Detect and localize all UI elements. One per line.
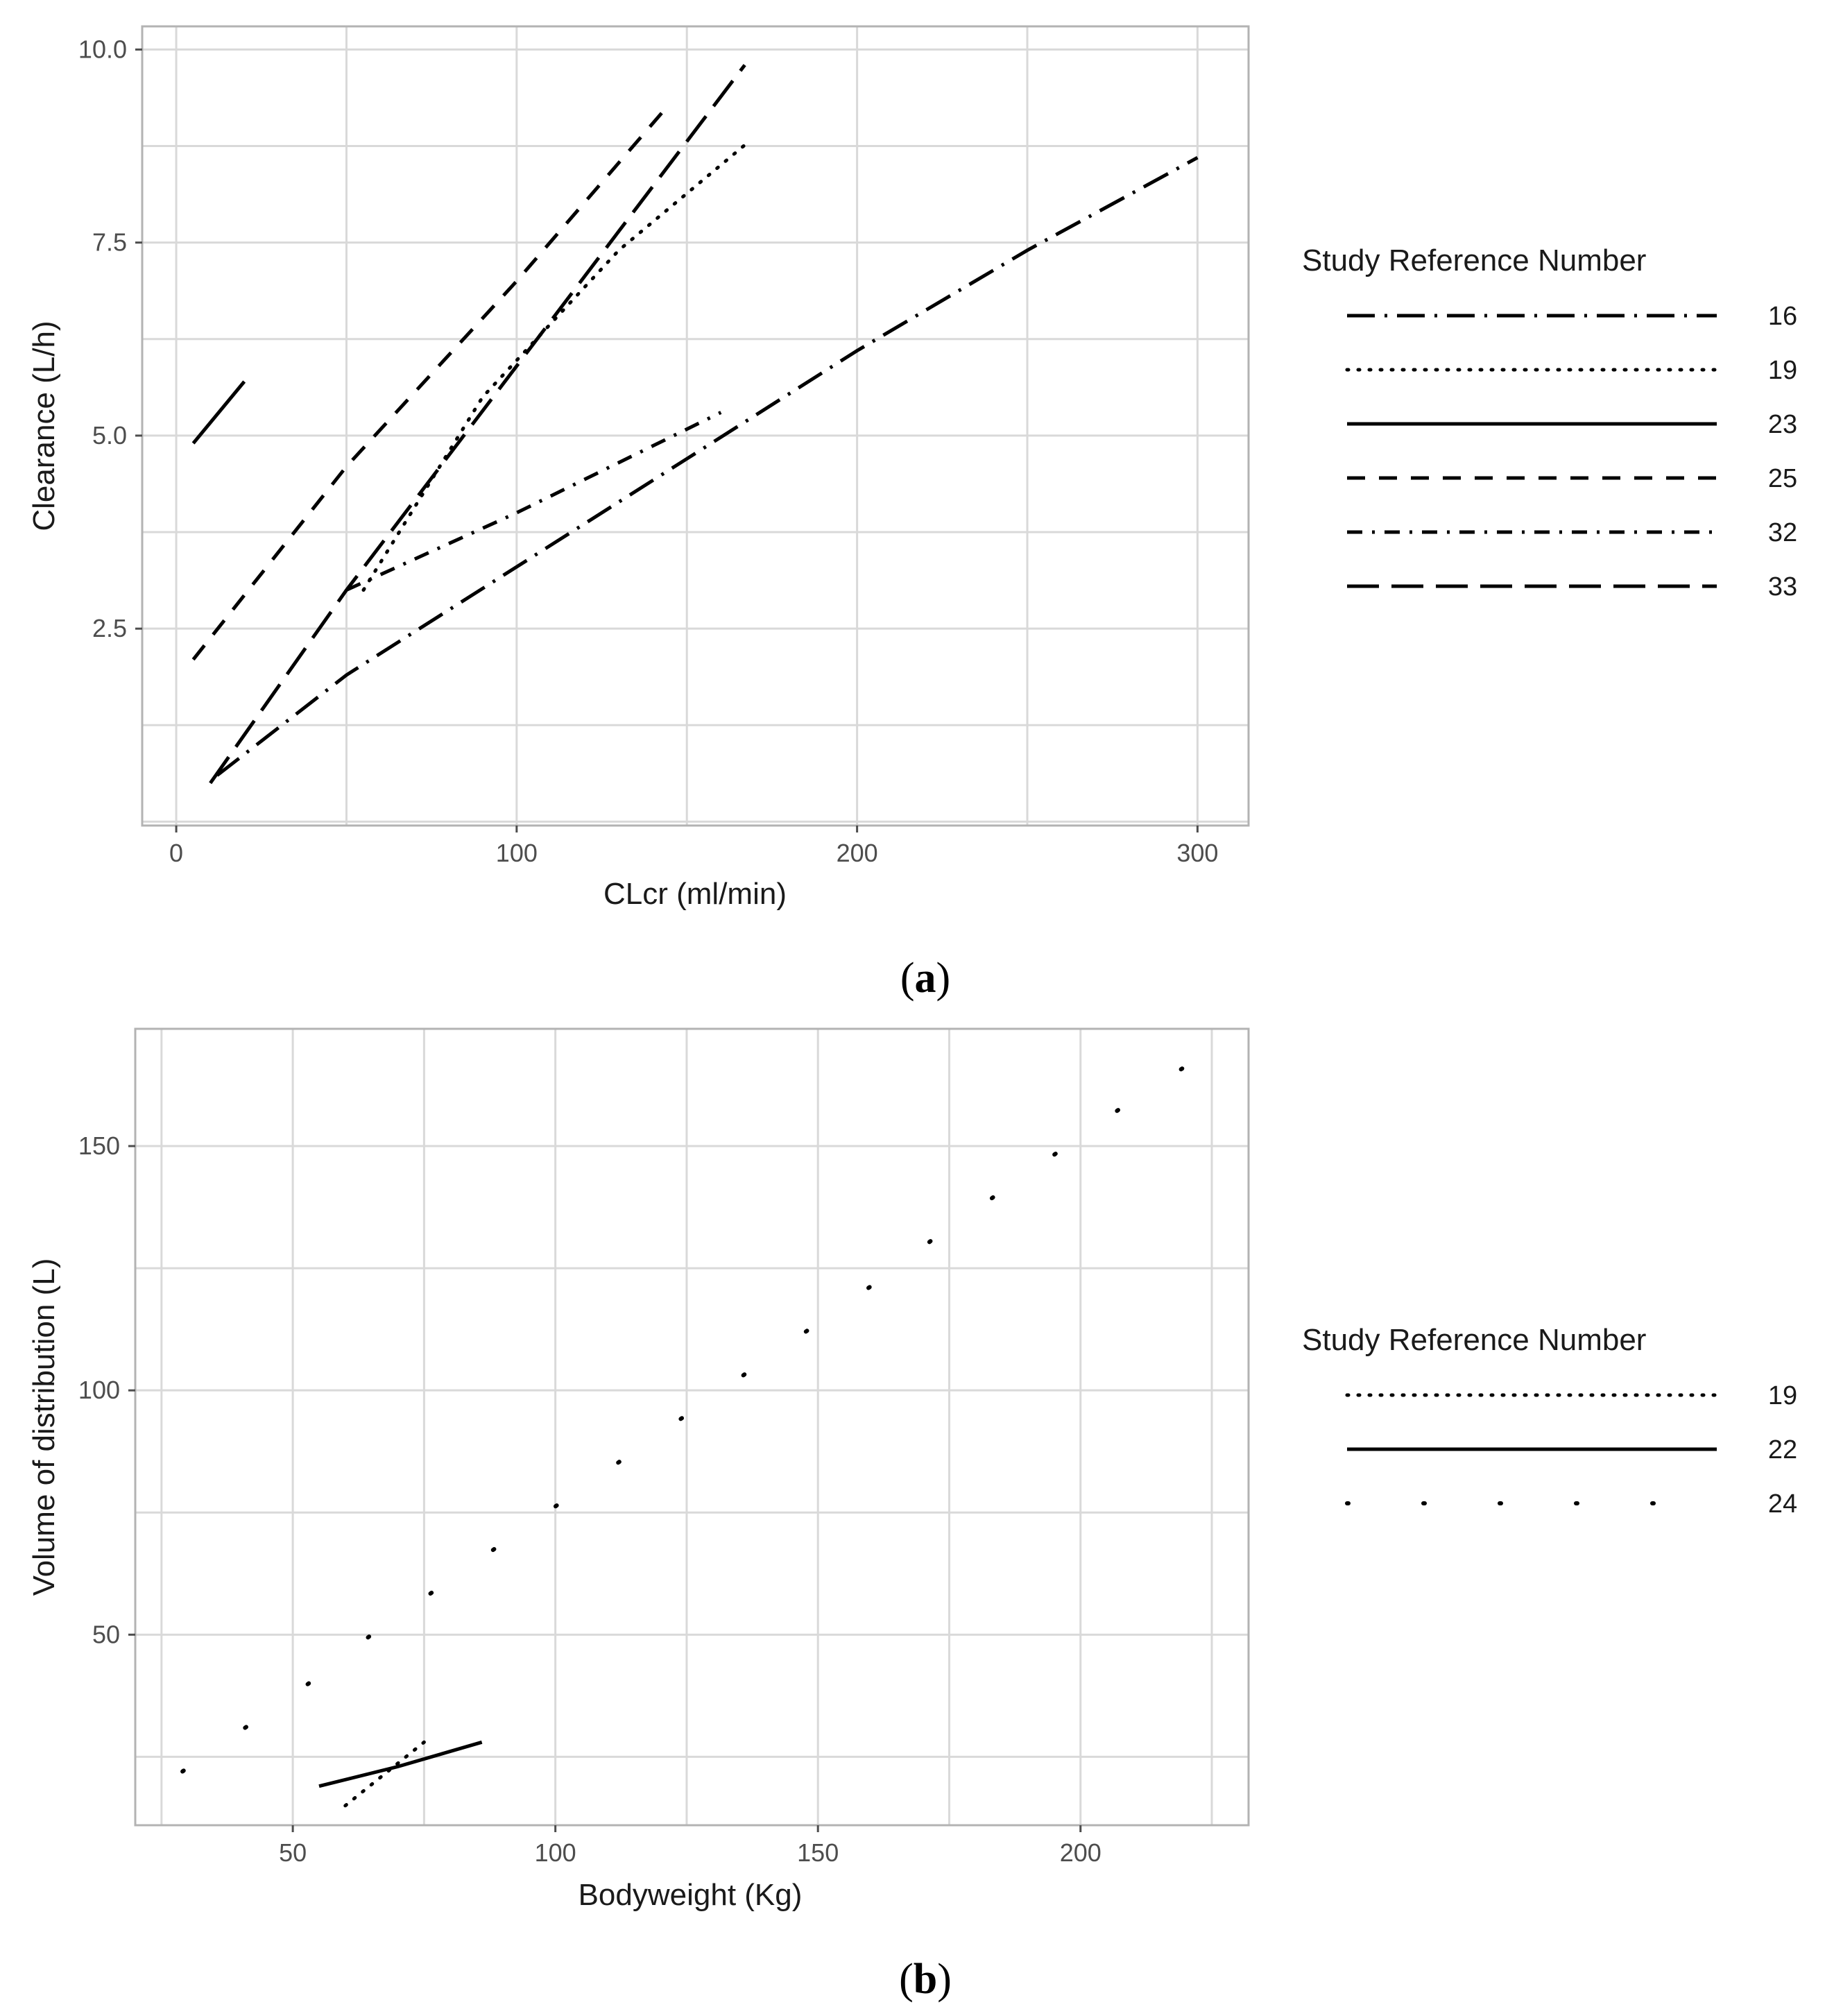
y-tick-label: 10.0 [78,35,127,63]
chart-a-tick-labels: 0 100 200 300 2.5 5.0 7.5 10.0 [78,35,1219,867]
chart-b: 50 100 150 200 50 100 150 Bodyweight (Kg) Volu… [27,1027,1797,2003]
chart-b-y-axis-title: Volume of distribution (L) [27,1258,61,1596]
chart-b-panel-letter: b [914,1956,937,2003]
chart-a-y-axis-title: Clearance (L/h) [27,321,61,531]
y-tick-label: 100 [78,1376,120,1404]
x-tick-label: 200 [837,839,878,867]
chart-b-frame [134,1027,1250,1827]
x-tick-label: 300 [1176,839,1218,867]
series-line-25 [191,102,671,661]
chart-b-panel-label: (b) [899,1956,952,2003]
x-tick-label: 0 [169,839,183,867]
chart-a: 0 100 200 300 2.5 5.0 7.5 10.0 CLcr (ml/min) Cl… [27,25,1797,1002]
legend-label-25: 25 [1768,464,1797,493]
x-tick-label: 100 [496,839,538,867]
legend-label-33: 33 [1768,572,1797,601]
x-tick-label: 100 [535,1838,576,1867]
chart-a-panel-label: (a) [900,955,950,1002]
series-line-16 [216,156,1199,777]
y-tick-label: 7.5 [92,228,127,257]
y-tick-label: 50 [92,1620,120,1648]
chart-a-panel-letter: a [915,955,936,1002]
chart-b-tick-labels: 50 100 150 200 50 100 150 [78,1131,1102,1867]
chart-a-gridlines [142,26,1249,826]
y-tick-label: 2.5 [92,614,127,642]
legend-label-19: 19 [1768,1381,1797,1410]
legend-label-32: 32 [1768,518,1797,547]
chart-a-x-axis-title: CLcr (ml/min) [603,877,787,911]
series-line-22 [318,1740,483,1788]
chart-a-legend: 16 19 23 25 32 33 [1345,302,1797,601]
y-tick-label: 5.0 [92,421,127,450]
legend-label-24: 24 [1768,1489,1797,1519]
chart-b-legend-title: Study Reference Number [1302,1323,1646,1357]
chart-b-series-layer [180,1061,1193,1808]
legend-label-19: 19 [1768,356,1797,385]
series-line-19 [361,140,751,592]
chart-b-gridlines [135,1029,1249,1825]
series-line-19 [343,1740,426,1808]
series-line-33 [209,64,746,785]
x-tick-label: 150 [797,1838,839,1867]
chart-b-x-axis-title: Bodyweight (Kg) [579,1878,803,1912]
legend-label-23: 23 [1768,410,1797,439]
legend-label-16: 16 [1768,302,1797,331]
y-tick-label: 150 [78,1131,120,1160]
series-line-32 [345,411,722,592]
chart-a-series-layer [191,64,1199,785]
chart-b-legend: 19 22 24 [1345,1381,1797,1519]
legend-label-22: 22 [1768,1435,1797,1464]
x-tick-label: 50 [279,1838,307,1867]
chart-a-frame [141,25,1250,827]
x-tick-label: 200 [1060,1838,1102,1867]
series-line-23 [191,380,246,445]
chart-a-legend-title: Study Reference Number [1302,244,1646,277]
